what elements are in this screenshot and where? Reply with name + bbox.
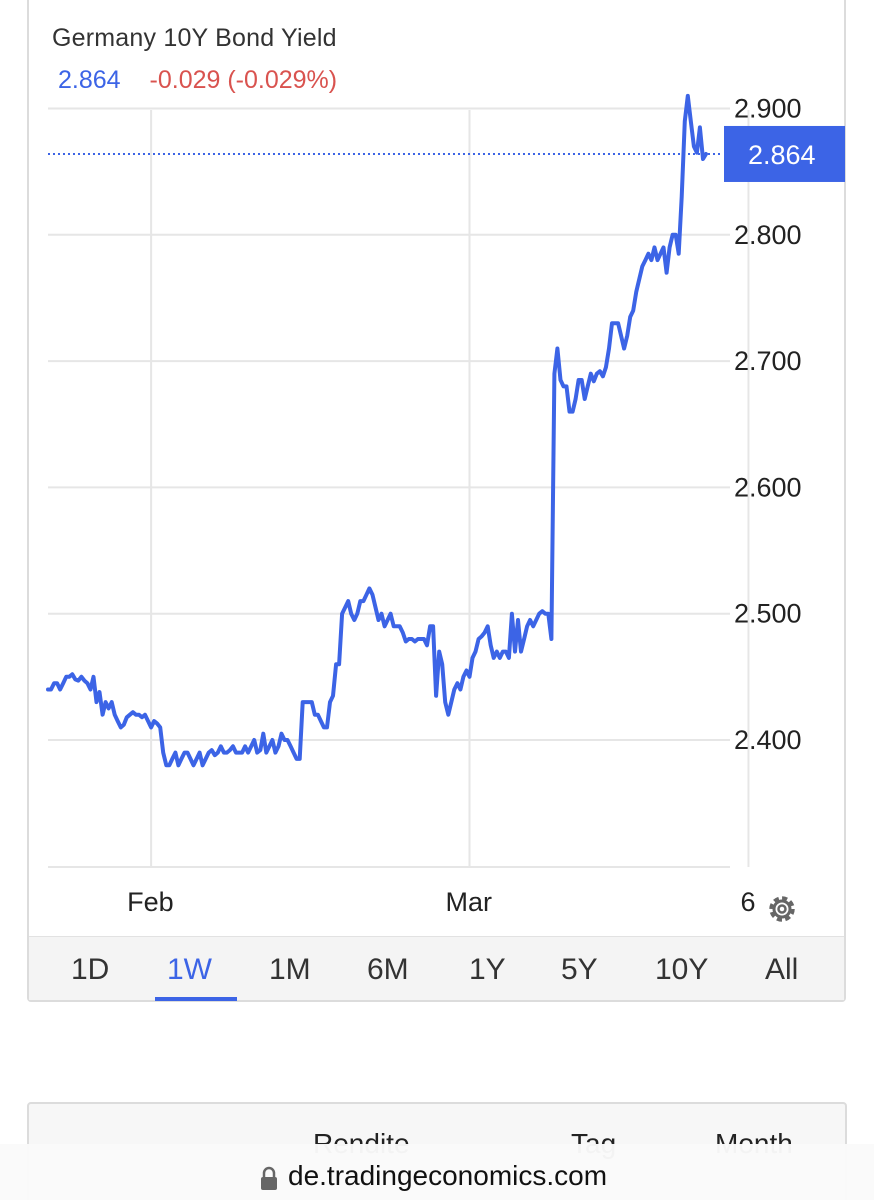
tab-5y[interactable]: 5Y [561,953,598,986]
last-value-badge [724,125,845,182]
lock-icon [261,1166,277,1190]
y-tick-label: 2.900 [734,94,802,124]
gear-icon[interactable] [769,896,795,922]
tab-1d[interactable]: 1D [71,953,110,986]
tab-1y[interactable]: 1Y [469,953,506,986]
series-line [46,93,708,768]
x-tick-label: Feb [127,887,174,917]
active-tab-indicator [155,997,237,1001]
quote-line: 2.864 -0.029 (-0.029%) [58,66,337,95]
series-points [47,94,708,766]
chart-grid [48,107,750,868]
tab-all[interactable]: All [765,953,799,986]
url-text: de.tradingeconomics.com [288,1160,608,1191]
browser-url-bar[interactable]: de.tradingeconomics.com [0,1144,874,1200]
y-tick-label: 2.800 [734,220,802,250]
tab-1m[interactable]: 1M [269,953,311,986]
y-tick-label: 2.700 [734,346,802,376]
x-tick-label: Mar [445,887,492,917]
y-tick-label: 2.400 [734,725,802,755]
tab-1w[interactable]: 1W [167,953,212,986]
y-tick-label: 2.500 [734,599,802,629]
x-axis-labels: Feb Mar 6 [127,887,755,917]
y-axis-labels: 2.400 2.500 2.600 2.700 2.800 2.900 [734,94,802,756]
chart-card [27,0,846,1002]
yield-chart[interactable]: 2.400 2.500 2.600 2.700 2.800 2.900 Feb Mar 6 2… [0,0,874,940]
tab-10y[interactable]: 10Y [655,953,709,986]
timeframe-selector: 1D 1W 1M 6M 1Y 5Y 10Y All [29,936,844,1001]
last-value-badge-label: 2.864 [748,140,816,170]
x-tick-label: 6 [740,887,755,917]
y-tick-label: 2.600 [734,472,802,502]
chart-title: Germany 10Y Bond Yield [52,24,337,52]
price-change: -0.029 (-0.029%) [149,66,338,94]
current-price: 2.864 [58,66,121,94]
tab-6m[interactable]: 6M [367,953,409,986]
